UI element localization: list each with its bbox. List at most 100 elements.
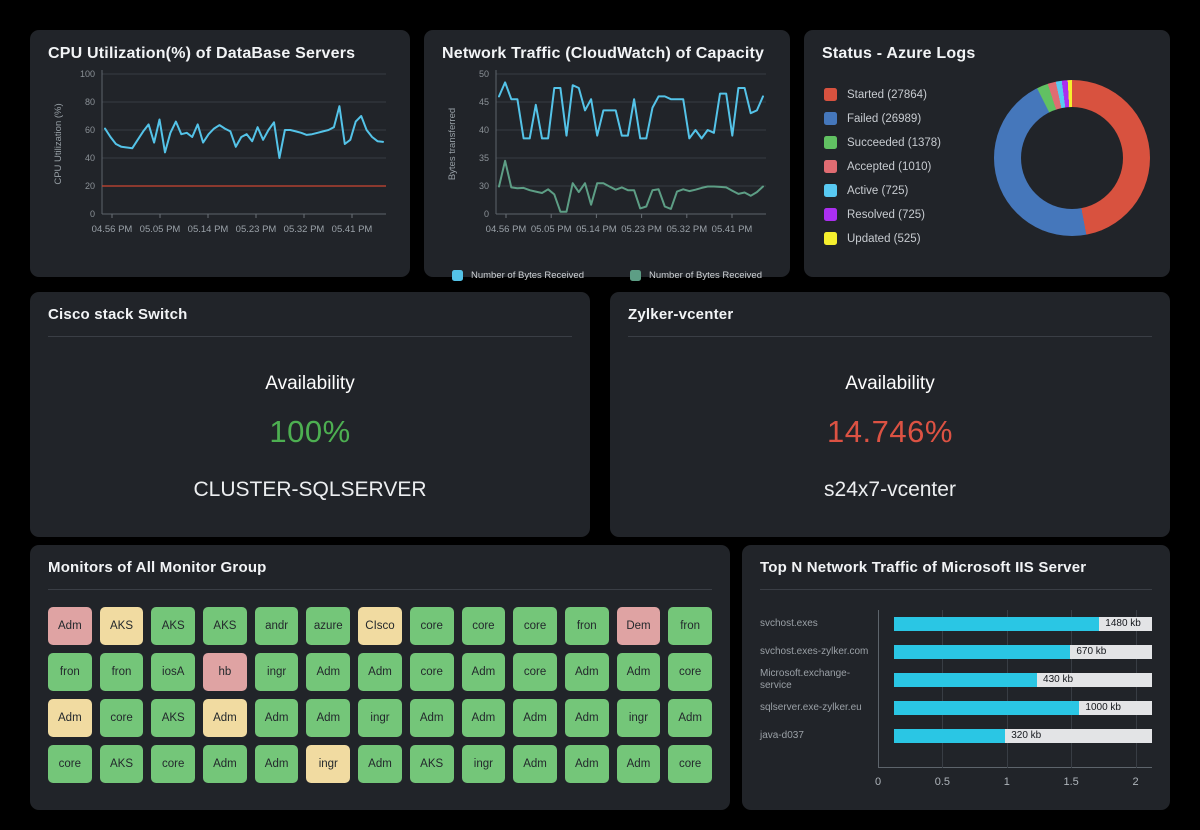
monitor-tile-ingr[interactable]: ingr [616,698,661,737]
monitor-tile-azure[interactable]: azure [306,606,351,645]
monitor-tile-aks[interactable]: AKS [151,606,196,645]
monitor-tile-adm[interactable]: Adm [461,698,506,737]
topn-bar-row[interactable]: 1480 kb [893,610,1152,638]
topn-bar-row[interactable]: 320 kb [893,722,1152,750]
monitor-tile-adm[interactable]: Adm [306,652,351,691]
monitor-tile-core[interactable]: core [668,744,712,783]
azure-legend-item-resolved[interactable]: Resolved (725) [824,208,994,221]
legend-swatch [630,270,641,281]
monitor-tile-adm[interactable]: Adm [48,698,92,737]
availability-label: Availability [265,372,355,394]
monitor-tile-aks[interactable]: AKS [99,606,144,645]
cpu-series-0[interactable] [104,105,384,159]
azure-legend-item-succeeded[interactable]: Succeeded (1378) [824,136,994,149]
monitor-tile-ingr[interactable]: ingr [358,698,402,737]
monitor-name[interactable]: CLUSTER-SQLSERVER [193,477,427,501]
topn-x-tick-label: 2 [1132,775,1139,788]
legend-label: Updated (525) [847,232,921,245]
dashboard: CPU Utilization(%) of DataBase Servers 0… [30,30,1170,810]
monitor-tile-iosa[interactable]: iosA [151,652,196,691]
monitor-tile-adm[interactable]: Adm [616,744,661,783]
monitor-tile-core[interactable]: core [409,606,454,645]
topn-bar-row[interactable]: 670 kb [893,638,1152,666]
monitor-tile-adm[interactable]: Adm [564,744,609,783]
monitor-tile-adm[interactable]: Adm [358,744,402,783]
monitor-tile-adm[interactable]: Adm [668,698,712,737]
monitor-tile-adm[interactable]: Adm [358,652,402,691]
monitor-tile-core[interactable]: core [668,652,712,691]
network-series-1[interactable] [498,159,764,213]
bar-gridline [1135,609,1137,768]
monitor-tile-hb[interactable]: hb [203,652,247,691]
monitor-tile-adm[interactable]: Adm [564,652,609,691]
availability-label: Availability [845,372,935,394]
monitor-tile-adm[interactable]: Adm [616,652,661,691]
azure-legend-item-failed[interactable]: Failed (26989) [824,112,994,125]
monitor-tile-fron[interactable]: fron [48,652,92,691]
monitor-tile-fron[interactable]: fron [99,652,144,691]
legend-swatch [824,232,837,245]
monitor-tile-adm[interactable]: Adm [306,698,351,737]
azure-legend-item-started[interactable]: Started (27864) [824,88,994,101]
monitor-tile-adm[interactable]: Adm [203,698,247,737]
legend-swatch [824,208,837,221]
topn-bar-row[interactable]: 1000 kb [893,694,1152,722]
legend-swatch [824,136,837,149]
topn-x-tick-label: 0.5 [934,775,951,788]
y-axis-title: Bytes transferred [447,108,458,180]
monitor-tile-ingr[interactable]: ingr [306,744,351,783]
top-row: CPU Utilization(%) of DataBase Servers 0… [30,30,1170,281]
monitor-tile-adm[interactable]: Adm [461,652,506,691]
monitor-tile-fron[interactable]: fron [668,606,712,645]
legend-label: Number of Bytes Received [649,270,762,281]
monitor-tile-adm[interactable]: Adm [564,698,609,737]
monitor-tile-adm[interactable]: Adm [48,606,92,645]
monitor-tile-dem[interactable]: Dem [616,606,661,645]
network-series-0[interactable] [498,81,764,140]
monitor-tile-core[interactable]: core [513,652,557,691]
monitor-tile-aks[interactable]: AKS [203,606,247,645]
azure-legend-item-updated[interactable]: Updated (525) [824,232,994,245]
monitor-tile-fron[interactable]: fron [564,606,609,645]
monitor-tile-core[interactable]: core [99,698,144,737]
x-tick-label: 05.14 PM [188,224,229,235]
monitor-tile-aks[interactable]: AKS [99,744,144,783]
y-tick-label: 100 [80,69,95,79]
bottom-row: Monitors of All Monitor Group Adm AKS AKS A… [30,545,1170,810]
azure-legend-item-accepted[interactable]: Accepted (1010) [824,160,994,173]
monitor-tile-adm[interactable]: Adm [409,698,454,737]
monitor-tile-adm[interactable]: Adm [254,698,299,737]
monitor-tile-cisco[interactable]: CIsco [358,606,402,645]
monitor-tile-adm[interactable]: Adm [254,744,299,783]
network-line-chart[interactable]: 0 30 35 40 45 50 04.56 PM 05.05 PM 05.14 PM 05.23… [442,64,772,267]
topn-row-label: svchost.exes-zylker.com [760,645,869,657]
monitor-tile-aks[interactable]: AKS [151,698,196,737]
topn-bar-row[interactable]: 430 kb [893,666,1152,694]
bar-y-axis-line [878,609,879,768]
monitor-tile-andr[interactable]: andr [254,606,299,645]
legend-item-1[interactable]: Number of Bytes Received [630,270,762,281]
legend-item-0[interactable]: Number of Bytes Received [452,270,584,281]
topn-bar-rows: 1480 kb 670 kb 430 kb 1000 kb 320 kb [893,610,1152,750]
monitor-name[interactable]: s24x7-vcenter [824,477,956,501]
divider [48,335,572,337]
azure-body: Started (27864) Failed (26989) Succeeded (… [822,64,1152,245]
bar-fill [893,728,1006,743]
legend-swatch [824,160,837,173]
monitor-tile-core[interactable]: core [461,606,506,645]
monitor-tile-ingr[interactable]: ingr [461,744,506,783]
cpu-line-chart[interactable]: 0 20 40 60 80 100 04.56 PM 05.05 PM 05.14 PM 05.2… [48,64,392,267]
monitor-tile-core[interactable]: core [409,652,454,691]
azure-donut-chart[interactable] [994,80,1150,236]
monitor-tile-ingr[interactable]: ingr [254,652,299,691]
azure-legend-item-active[interactable]: Active (725) [824,184,994,197]
monitor-tile-core[interactable]: core [513,606,557,645]
monitor-tile-core[interactable]: core [151,744,196,783]
monitor-tile-adm[interactable]: Adm [513,698,557,737]
monitor-tile-aks[interactable]: AKS [409,744,454,783]
legend-label: Accepted (1010) [847,160,932,173]
monitor-tile-adm[interactable]: Adm [203,744,247,783]
monitor-tile-core[interactable]: core [48,744,92,783]
x-tick-label: 05.32 PM [284,224,325,235]
monitor-tile-adm[interactable]: Adm [513,744,557,783]
